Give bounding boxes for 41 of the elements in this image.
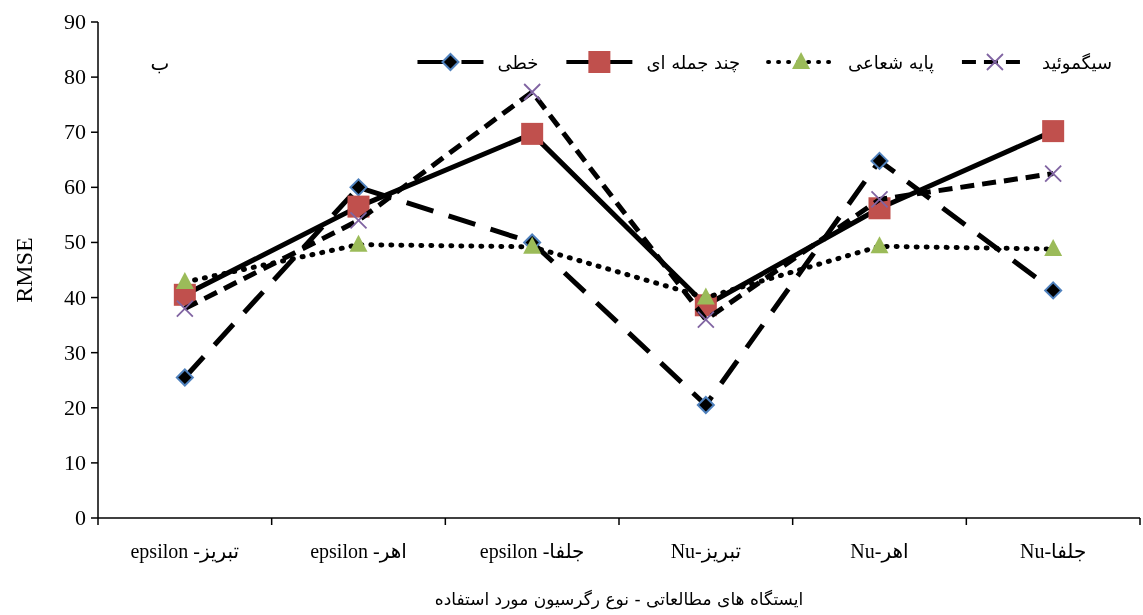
point [1044, 239, 1063, 257]
point [349, 234, 368, 252]
x-tick-label: اهر- epsilon [310, 540, 407, 563]
point [349, 178, 368, 197]
y-axis-title: RMSE [11, 237, 37, 303]
point [870, 190, 889, 209]
y-tick-label: 20 [64, 394, 86, 420]
y-tick-label: 70 [64, 119, 86, 145]
point [870, 151, 889, 170]
point [1044, 281, 1063, 300]
y-tick-label: 10 [64, 449, 86, 475]
legend-label: خطی [497, 52, 539, 73]
y-tick-label: 40 [64, 284, 86, 310]
point [521, 122, 544, 145]
x-tick-label: جلفا- epsilon [479, 540, 585, 563]
point [175, 299, 194, 318]
point [870, 236, 889, 254]
point [1044, 164, 1063, 183]
point [1042, 120, 1065, 143]
y-tick-label: 90 [64, 9, 86, 34]
annotation: ب [150, 51, 170, 75]
x-tick-label: تبریز-Nu [670, 540, 742, 563]
x-tick-label: اهر-Nu [850, 540, 909, 563]
y-tick-label: 80 [64, 64, 86, 90]
point [349, 211, 368, 230]
point [696, 310, 715, 329]
x-tick-label: تبریز- epsilon [130, 540, 240, 563]
x-axis-title: ایستگاه های مطالعاتی - نوع رگرسیون مورد استفاده [434, 589, 804, 610]
legend-label: پایه شعاعی [848, 52, 934, 74]
y-tick-label: 0 [75, 505, 86, 530]
point [696, 396, 715, 415]
y-tick-label: 50 [64, 229, 86, 255]
x-tick-label: جلفا-Nu [1020, 540, 1087, 562]
point [696, 287, 715, 305]
legend-label: سیگموئید [1041, 52, 1112, 74]
point [523, 83, 542, 101]
point [175, 272, 194, 290]
legend-label: چند جمله ای [646, 52, 741, 73]
point [175, 368, 194, 387]
y-tick-label: 30 [64, 339, 86, 365]
y-tick-label: 60 [64, 174, 86, 200]
